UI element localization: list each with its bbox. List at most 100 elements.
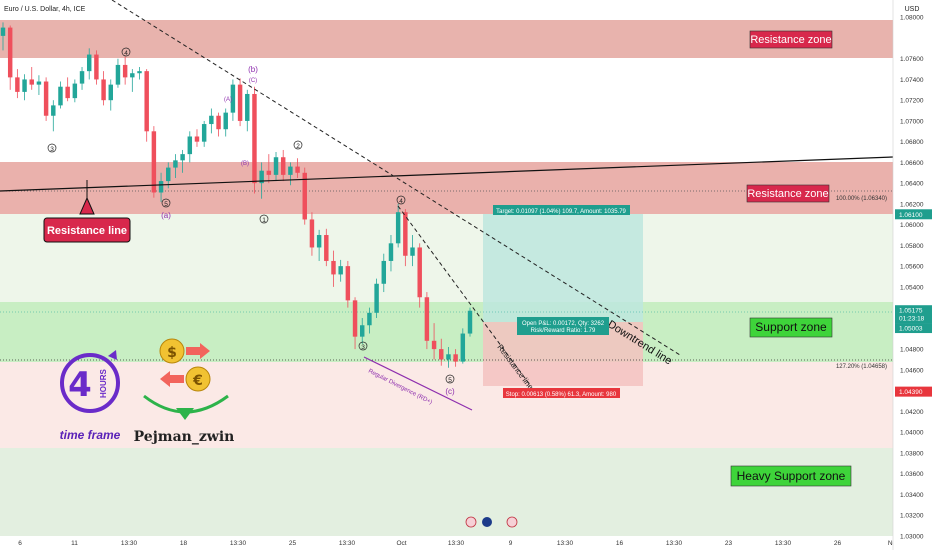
candle-body [130, 73, 135, 78]
y-axis[interactable] [893, 0, 932, 550]
y-tick-label: 1.07600 [900, 56, 924, 63]
candle-body [194, 136, 200, 142]
resistance-trendline[interactable] [0, 156, 894, 192]
candle-body [345, 266, 351, 301]
price-tag [895, 386, 932, 397]
candle-body [288, 166, 293, 175]
timeframe-unit: HOURS [99, 368, 108, 398]
candle-body [122, 64, 128, 78]
candle-body [273, 157, 279, 175]
candle-body [460, 333, 466, 362]
y-tick-label: 1.06600 [900, 160, 924, 167]
x-tick-label: 11 [71, 540, 78, 547]
resistance-zone-middle [0, 162, 893, 214]
x-tick-label: 25 [289, 540, 297, 547]
candle-body [431, 340, 437, 350]
svg-text:Resistance zone: Resistance zone [750, 34, 831, 46]
wave-label-A: (A) [224, 97, 232, 103]
svg-text:3: 3 [50, 146, 54, 153]
author-name: Pejman_zwin [134, 429, 235, 445]
candle-body [51, 105, 56, 116]
wave-label-3-right: 3 [358, 341, 368, 351]
y-tick-label: 1.08000 [900, 15, 924, 22]
x-tick-label: 18 [180, 540, 188, 547]
upper-panel [0, 214, 893, 302]
arrow-left-icon [160, 371, 184, 387]
y-tick-label: 1.06000 [900, 222, 924, 229]
arrow-right-icon [186, 343, 210, 359]
candle-body [302, 172, 307, 220]
candle-body [367, 312, 372, 326]
svg-text:Open P&L: 0.00172, Qty: 3262: Open P&L: 0.00172, Qty: 3262 [522, 321, 605, 327]
x-tick-label: 13:30 [339, 540, 356, 547]
event-flag-icon-1[interactable] [465, 516, 477, 528]
x-tick-label: 13:30 [557, 540, 574, 547]
x-tick-label: Oct [396, 540, 406, 547]
elliott-labels: 4 3 5 (a) (b) (A) (C) (B) 2 1 4 3 5 (c) [47, 47, 455, 396]
open-pnl-label: Open P&L: 0.00172, Qty: 3262 Risk/Reward… [517, 317, 609, 335]
zone-label-support: Support zone [749, 317, 833, 338]
y-tick-label: 1.07000 [900, 118, 924, 125]
svg-text:3: 3 [361, 344, 365, 351]
y-tick-label: 1.04000 [900, 430, 924, 437]
y-tick-label: 1.07200 [900, 98, 924, 105]
candle-body [245, 93, 250, 121]
event-flag-icon-2[interactable] [506, 516, 518, 528]
wave-label-b: (b) [248, 65, 258, 74]
candle-body [108, 84, 113, 101]
candle-body [331, 260, 336, 275]
resistance-zone-top [0, 20, 893, 58]
target-box[interactable] [483, 214, 643, 322]
candle-body [22, 79, 27, 92]
candle-body [65, 86, 70, 99]
svg-text:4: 4 [124, 50, 128, 57]
svg-text:1: 1 [262, 217, 266, 224]
fib-127-label: 127.20% (1.04658) [836, 364, 887, 370]
candle-body [453, 354, 458, 362]
candle-body [158, 181, 164, 193]
candle-body [360, 325, 365, 337]
svg-text:Target: 0.01097 (1.04%) 109.7,: Target: 0.01097 (1.04%) 109.7, Amount: 1… [496, 209, 626, 215]
candle-body [7, 27, 13, 78]
fib-100-label: 100.00% (1.06340) [836, 196, 887, 202]
candle-body [166, 167, 171, 182]
candle-body [209, 115, 214, 125]
x-tick-label: 13:30 [230, 540, 247, 547]
x-axis[interactable] [0, 536, 893, 550]
candle-body [439, 349, 444, 360]
candle-body [352, 300, 358, 337]
price-tag [895, 209, 932, 220]
candle-body [29, 79, 34, 85]
price-tag [895, 323, 932, 334]
y-tick-label: 1.03400 [900, 492, 924, 499]
chart-title: Euro / U.S. Dollar, 4h, ICE [4, 6, 86, 13]
wave-label-a: (a) [161, 211, 171, 220]
y-tick-label: 1.05600 [900, 264, 924, 271]
zone-label-heavy-support: Heavy Support zone [730, 465, 852, 487]
x-tick-label: No [888, 540, 897, 547]
candle-body [36, 81, 42, 85]
y-tick-label: 1.07400 [900, 77, 924, 84]
candle-body [259, 170, 264, 184]
candle-body [101, 79, 106, 101]
candle-body [115, 64, 121, 85]
candle-body [86, 54, 92, 72]
resistance-line-small[interactable] [397, 205, 531, 386]
zone-label-resistance-middle: Resistance zone [746, 184, 830, 203]
event-globe-icon[interactable] [482, 517, 492, 527]
candle-body [324, 235, 329, 261]
zone-label-resistance-top: Resistance zone [749, 30, 833, 49]
candle-body [316, 235, 322, 248]
resistance-line-callout: Resistance line [43, 180, 131, 243]
price-tag-label: 1.04390 [899, 389, 923, 396]
svg-text:4: 4 [399, 198, 403, 205]
x-tick-label: 23 [725, 540, 733, 547]
wave-label-5-right: 5 [445, 374, 455, 384]
x-axis-ticks: 6 11 13:30 18 13:30 25 13:30 Oct 13:30 9 13:30 16 13… [18, 540, 896, 547]
candle-body [252, 93, 257, 184]
candle-body [417, 247, 422, 298]
dollar-coin-icon [159, 338, 185, 364]
candle-body [338, 266, 343, 275]
